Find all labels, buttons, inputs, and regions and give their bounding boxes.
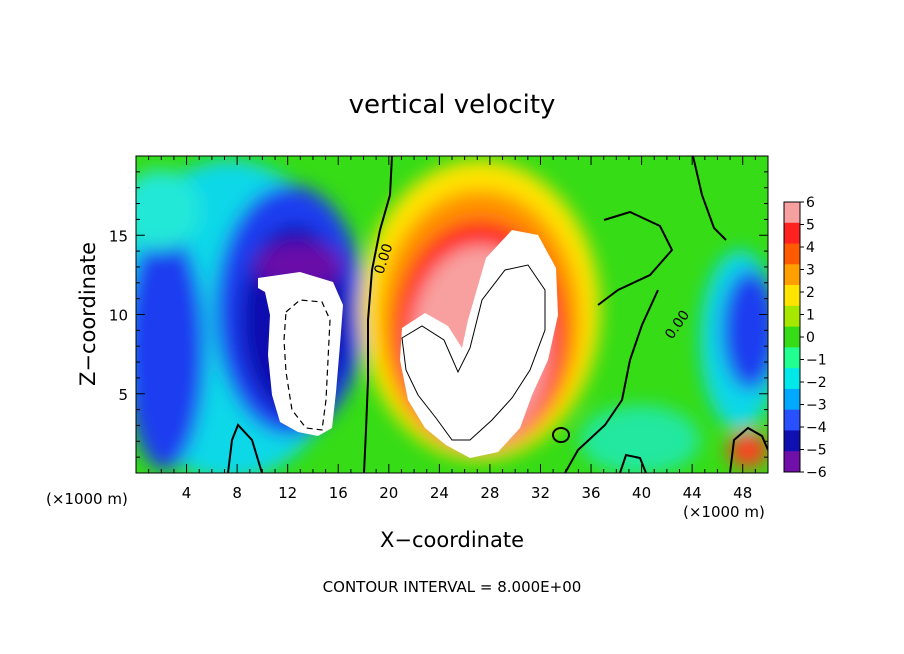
x-tick-label: 20	[379, 484, 398, 502]
field-red-corner	[728, 432, 768, 468]
x-tick-label: 4	[182, 484, 192, 502]
colorbar-tick-label: −4	[806, 420, 827, 436]
chart-title: vertical velocity	[349, 90, 556, 120]
colorbar-tick-label: −2	[806, 375, 827, 391]
colorbar-swatch	[784, 368, 800, 390]
field-cyan-lower	[580, 405, 700, 473]
x-tick-label: 44	[683, 484, 702, 502]
y-axis-label: Z−coordinate	[76, 242, 100, 386]
contour-zero-left	[363, 156, 393, 473]
x-tick-label: 48	[733, 484, 752, 502]
x-unit-left: (×1000 m)	[46, 490, 128, 508]
colorbar-swatch	[784, 430, 800, 452]
x-tick-label: 8	[232, 484, 242, 502]
y-tick-label: 15	[109, 227, 128, 245]
x-tick-label: 28	[480, 484, 499, 502]
colorbar-tick-label: 0	[806, 330, 815, 346]
velocity-field: 0.00 0.00	[136, 156, 768, 473]
colorbar-swatch	[784, 409, 800, 431]
colorbar-tick-label: 5	[806, 218, 815, 234]
colorbar-swatch	[784, 243, 800, 265]
colorbar-swatch	[784, 388, 800, 411]
colorbar: 6 5 4 3 2 1 0 −1 −2 −3 −4 −5 −6	[783, 195, 827, 481]
colorbar-tick-label: 1	[806, 308, 815, 324]
x-tick-label: 24	[430, 484, 449, 502]
contour-positive-inner	[401, 264, 546, 441]
contour-zero-right	[564, 156, 727, 473]
colorbar-swatch	[784, 264, 800, 286]
x-tick-label: 16	[329, 484, 348, 502]
x-tick-label: 40	[632, 484, 651, 502]
colorbar-swatch	[784, 222, 800, 245]
contour-small-loops	[227, 423, 768, 473]
colorbar-swatch	[784, 285, 800, 307]
y-tick-label: 5	[118, 386, 128, 404]
colorbar-tick-label: 2	[806, 285, 815, 301]
saturated-negative-region	[258, 272, 343, 436]
colorbar-swatch	[784, 451, 800, 473]
axis-ticks	[136, 156, 768, 473]
colorbar-tick-label: 6	[806, 195, 815, 211]
colorbar-swatch	[784, 202, 800, 224]
y-tick-labels: 5 10 15	[109, 227, 128, 404]
colorbar-swatch	[784, 347, 800, 369]
x-tick-labels: 4 8 12 16 20 24 28 32 36 40 44 48	[182, 484, 752, 502]
x-axis-label: X−coordinate	[380, 528, 524, 552]
colorbar-tick-label: −5	[806, 443, 827, 459]
colorbar-tick-label: 4	[806, 240, 815, 256]
colorbar-tick-label: −3	[806, 398, 827, 414]
x-unit-right: (×1000 m)	[683, 503, 765, 521]
field-blue-right	[722, 270, 768, 390]
colorbar-tick-label: −1	[806, 353, 827, 369]
y-tick-label: 10	[109, 307, 128, 325]
x-tick-label: 36	[581, 484, 600, 502]
colorbar-tick-label: −6	[806, 465, 827, 481]
field-cyan-upper	[136, 170, 200, 250]
contour-interval-note: CONTOUR INTERVAL = 8.000E+00	[323, 578, 582, 596]
saturated-positive-region	[400, 230, 558, 458]
x-tick-label: 12	[278, 484, 297, 502]
x-tick-label: 32	[531, 484, 550, 502]
field-blue-left	[136, 230, 205, 470]
colorbar-swatch	[784, 326, 800, 348]
colorbar-tick-label: 3	[806, 263, 815, 279]
colorbar-swatch	[784, 305, 800, 328]
contour-negative-dashed	[283, 299, 331, 431]
